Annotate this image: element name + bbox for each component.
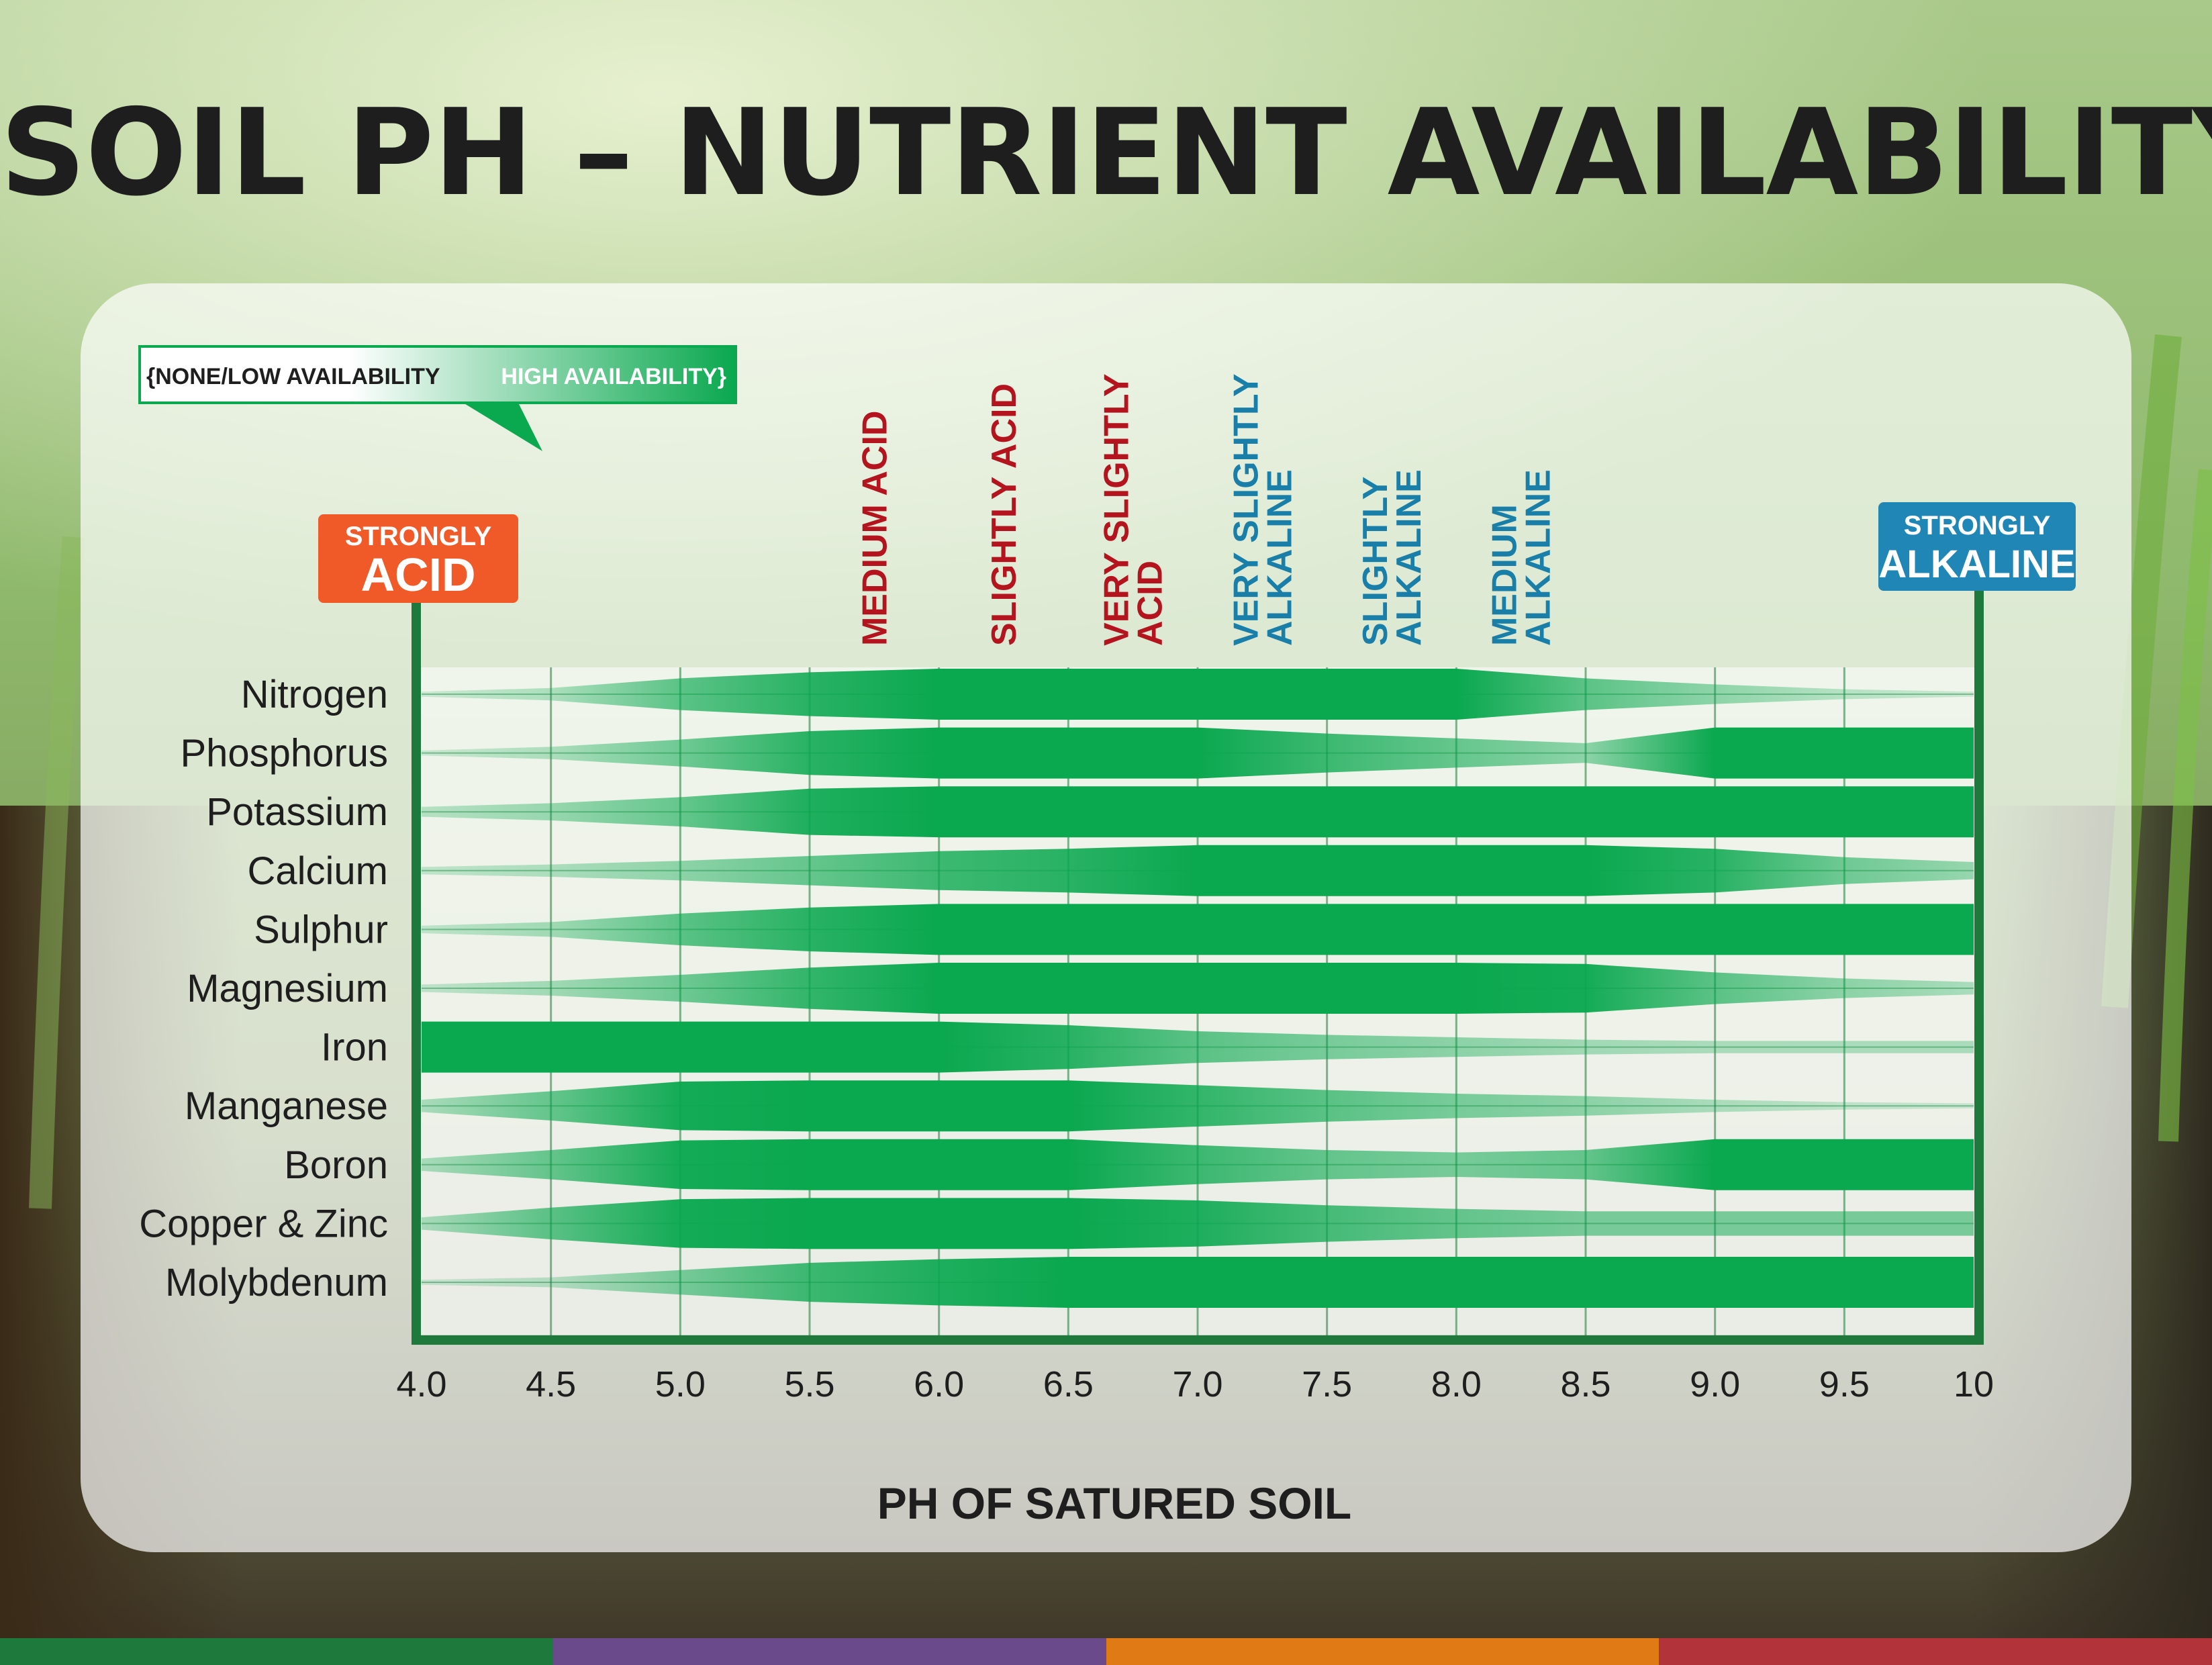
nutrient-bar xyxy=(422,845,1974,896)
nutrient-label: Calcium xyxy=(248,849,389,893)
footer-color-bar xyxy=(0,1638,2212,1665)
acid-badge-line2: ACID xyxy=(360,549,475,601)
legend-high-label: HIGH AVAILABILITY} xyxy=(501,364,726,389)
nutrient-label: Potassium xyxy=(206,790,388,834)
footer-stripe-green xyxy=(0,1638,553,1665)
x-tick-label: 4.5 xyxy=(526,1364,576,1405)
x-tick-label: 8.5 xyxy=(1560,1364,1610,1405)
strongly-alkaline-badge: STRONGLY ALKALINE xyxy=(1878,502,2076,591)
nutrient-bar xyxy=(422,1257,1974,1308)
nutrient-label: Molybdenum xyxy=(165,1261,388,1304)
nutrient-label: Phosphorus xyxy=(180,732,388,775)
zone-label: SLIGHTLY xyxy=(1356,477,1395,646)
nutrient-bar xyxy=(422,904,1974,955)
x-tick-label: 6.0 xyxy=(914,1364,964,1405)
nutrient-label: Magnesium xyxy=(187,967,388,1010)
nutrient-bar xyxy=(422,1139,1974,1190)
legend-low-label: {NONE/LOW AVAILABILITY xyxy=(146,364,440,389)
nutrient-label: Iron xyxy=(321,1026,388,1069)
x-tick-label: 4.0 xyxy=(396,1364,446,1405)
nutrient-bar xyxy=(422,786,1974,838)
alkaline-badge-line1: STRONGLY xyxy=(1904,511,2051,540)
x-tick-label: 7.5 xyxy=(1302,1364,1352,1405)
zone-label: ALKALINE xyxy=(1519,469,1558,646)
footer-stripe-purple xyxy=(552,1638,1106,1665)
acid-badge-bg xyxy=(318,514,518,603)
nutrient-bar xyxy=(422,963,1974,1014)
x-tick-label: 10 xyxy=(1954,1364,1994,1405)
x-axis-label: PH OF SATURED SOIL xyxy=(877,1478,1351,1528)
nutrient-bar xyxy=(422,1198,1974,1249)
legend-pointer xyxy=(463,403,542,451)
nutrient-label: Nitrogen xyxy=(241,673,388,716)
nutrient-label: Sulphur xyxy=(254,908,388,951)
x-tick-label: 7.0 xyxy=(1172,1364,1222,1405)
legend: {NONE/LOW AVAILABILITY HIGH AVAILABILITY… xyxy=(138,345,737,451)
ph-zone-labels: MEDIUM ACID SLIGHTLY ACID VERY SLIGHTLYACI… xyxy=(855,373,1557,646)
x-tick-label: 5.5 xyxy=(784,1364,834,1405)
x-tick-labels: 4.0 4.5 5.0 5.5 6.0 6.5 7.0 7.5 8.0 8.5 9.0 9.5 10 xyxy=(396,1364,1994,1405)
zone-label: SLIGHTLY ACID xyxy=(985,383,1024,646)
nutrient-label: Boron xyxy=(284,1143,388,1187)
nutrient-bars xyxy=(422,669,1974,1308)
zone-label: VERY SLIGHTLY xyxy=(1098,373,1137,646)
x-tick-label: 9.5 xyxy=(1819,1364,1870,1405)
nutrient-bar xyxy=(422,1021,1974,1073)
nutrient-label: Manganese xyxy=(185,1084,388,1128)
alkaline-badge-line2: ALKALINE xyxy=(1878,542,2075,586)
footer-stripe-orange xyxy=(1106,1638,1660,1665)
nutrient-bar xyxy=(422,669,1974,720)
x-tick-label: 8.0 xyxy=(1431,1364,1482,1405)
acid-badge-line1: STRONGLY xyxy=(345,522,492,551)
x-tick-label: 5.0 xyxy=(655,1364,706,1405)
x-tick-label: 6.5 xyxy=(1043,1364,1094,1405)
legend-gradient-bar xyxy=(138,345,737,404)
x-tick-label: 9.0 xyxy=(1690,1364,1740,1405)
page-title: SOIL PH – NUTRIENT AVAILABILITY xyxy=(0,83,2212,222)
zone-label: MEDIUM ACID xyxy=(855,411,894,647)
nutrient-bar xyxy=(422,727,1974,779)
footer-stripe-red xyxy=(1659,1638,2212,1665)
zone-label: ACID xyxy=(1131,561,1170,646)
zone-label: VERY SLIGHTLY xyxy=(1227,373,1265,646)
zone-label: MEDIUM xyxy=(1486,504,1525,646)
zone-label: ALKALINE xyxy=(1260,469,1299,646)
nutrient-labels: Nitrogen Phosphorus Potassium Calcium Sulphu… xyxy=(139,673,388,1304)
nutrient-label: Copper & Zinc xyxy=(139,1202,388,1245)
strongly-acid-badge: STRONGLY ACID xyxy=(318,514,518,603)
zone-label: ALKALINE xyxy=(1390,469,1429,646)
nutrient-bar xyxy=(422,1080,1974,1132)
alkaline-badge-bg xyxy=(1878,502,2076,591)
